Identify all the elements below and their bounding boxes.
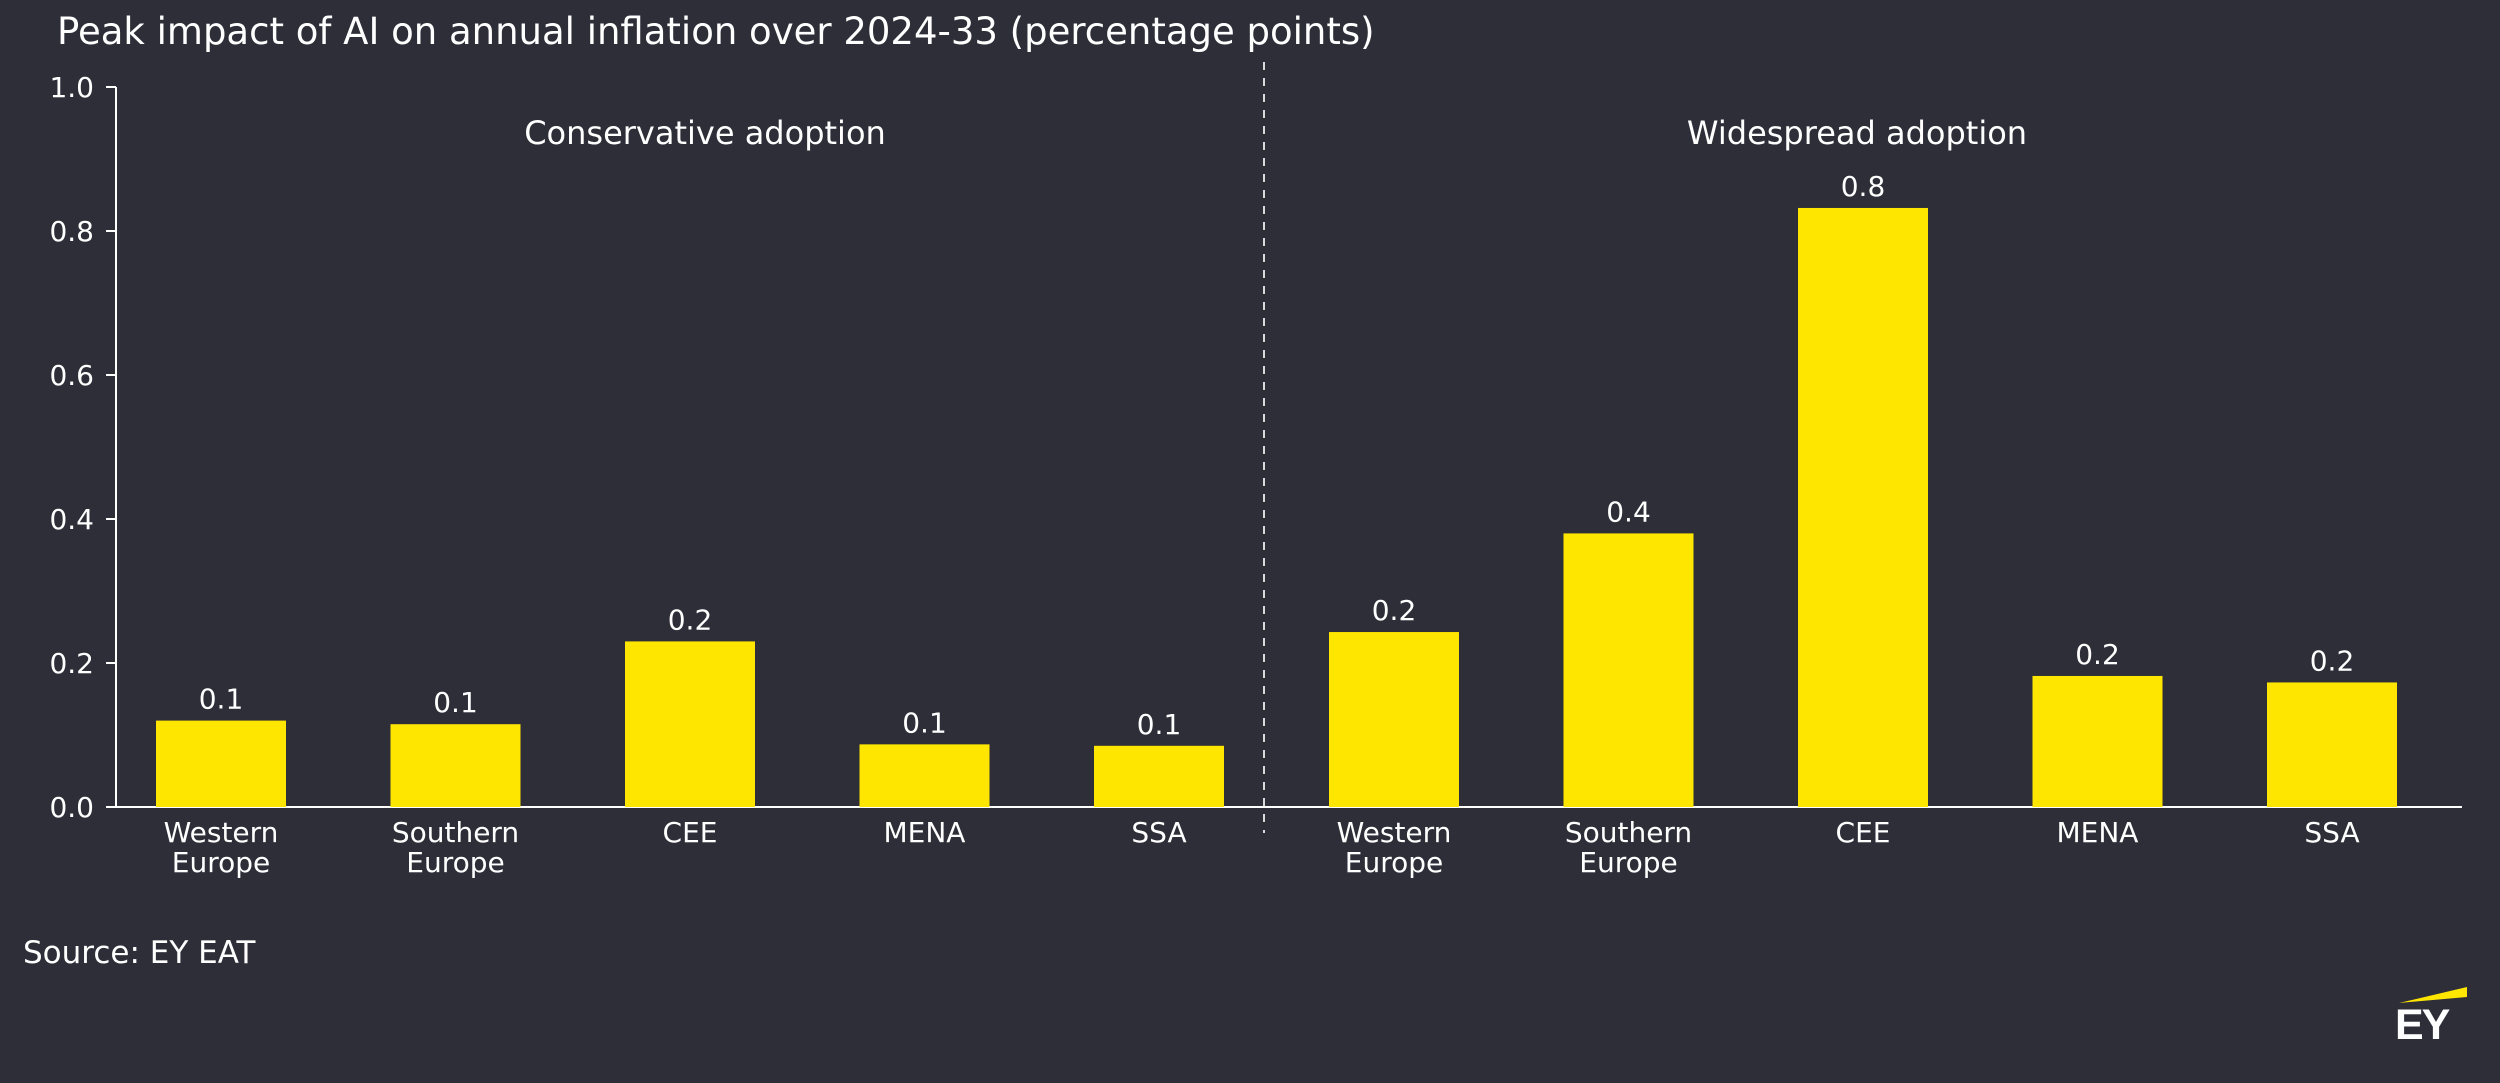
ey-logo-icon	[2399, 987, 2467, 1003]
bar	[1798, 207, 1928, 807]
bar-value-label: 0.1	[902, 706, 947, 739]
bar	[1563, 533, 1694, 807]
category-label-line: Europe	[1345, 846, 1443, 879]
bar-value-label: 0.2	[1372, 594, 1417, 627]
y-tick-label: 0.6	[49, 359, 94, 392]
y-tick-label: 0.2	[49, 647, 94, 680]
category-label-line: Southern	[1565, 816, 1692, 849]
category-label-line: Europe	[406, 846, 504, 879]
group-label: Conservative adoption	[524, 114, 886, 152]
bar-value-label: 0.1	[433, 686, 478, 719]
source-note: Source: EY EAT	[23, 935, 256, 971]
category-label: SSA	[1131, 816, 1186, 849]
category-label-line: CEE	[1836, 816, 1891, 849]
category-label-line: MENA	[2057, 816, 2139, 849]
category-label-line: Western	[1337, 816, 1452, 849]
y-tick-label: 0.0	[49, 791, 94, 824]
category-label-line: SSA	[2304, 816, 2359, 849]
bar-value-label: 0.2	[668, 603, 713, 636]
category-label: SSA	[2304, 816, 2359, 849]
category-label-line: Europe	[172, 846, 270, 879]
category-label-line: Southern	[392, 816, 519, 849]
bar	[859, 744, 990, 807]
y-tick-label: 0.4	[49, 503, 94, 536]
category-label: CEE	[1836, 816, 1891, 849]
category-label-line: SSA	[1131, 816, 1186, 849]
bar	[390, 724, 521, 807]
y-tick-label: 1.0	[49, 71, 94, 104]
category-label: MENA	[884, 816, 966, 849]
bar	[625, 641, 755, 807]
category-label-line: CEE	[663, 816, 718, 849]
bar-value-label: 0.2	[2310, 644, 2355, 677]
category-label-line: Western	[164, 816, 279, 849]
bar	[2267, 682, 2397, 807]
bar	[1329, 632, 1459, 807]
chart-title: Peak impact of AI on annual inflation ov…	[57, 10, 1375, 53]
category-label-line: MENA	[884, 816, 966, 849]
bar-value-label: 0.2	[2075, 638, 2120, 671]
bar-value-label: 0.8	[1841, 170, 1886, 203]
category-label: Western Europe	[1337, 816, 1452, 879]
category-label: Southern Europe	[392, 816, 519, 879]
category-label-line: Europe	[1579, 846, 1677, 879]
bar	[1094, 745, 1224, 807]
y-tick-label: 0.8	[49, 215, 94, 248]
group-label: Widespread adoption	[1687, 114, 2027, 152]
bar	[156, 720, 286, 807]
bar-value-label: 0.1	[1137, 708, 1182, 741]
ey-logo: EY	[2395, 985, 2467, 1053]
category-label: MENA	[2057, 816, 2139, 849]
bar-value-label: 0.1	[199, 683, 244, 716]
category-label: Western Europe	[164, 816, 279, 879]
category-label: CEE	[663, 816, 718, 849]
category-label: Southern Europe	[1565, 816, 1692, 879]
ey-logo-text: EY	[2395, 1001, 2450, 1049]
bar-value-label: 0.4	[1606, 495, 1651, 528]
bar	[2032, 675, 2163, 807]
